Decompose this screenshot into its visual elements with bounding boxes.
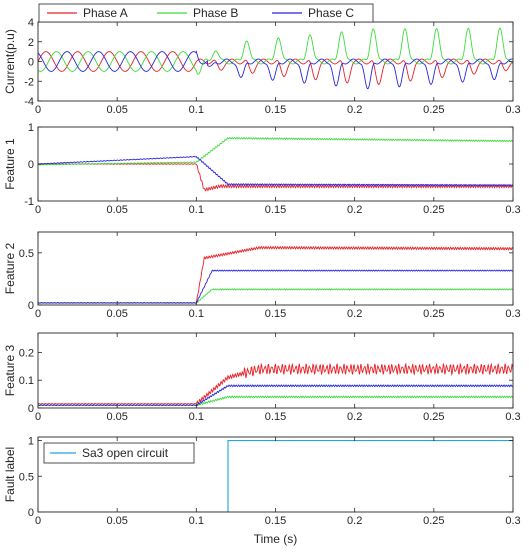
x-tick-label: 0 bbox=[35, 104, 41, 116]
x-tick-label: 0.25 bbox=[423, 515, 444, 527]
y-axis-label: Feature 1 bbox=[3, 138, 17, 190]
series-line-phase-a bbox=[38, 51, 513, 85]
y-axis-label: Feature 3 bbox=[3, 344, 17, 396]
x-tick-label: 0.2 bbox=[347, 515, 362, 527]
y-tick-label: 0 bbox=[28, 300, 34, 312]
y-tick-label: 0 bbox=[28, 403, 34, 415]
x-axis-label: Time (s) bbox=[254, 532, 298, 546]
y-tick-label: 1 bbox=[28, 436, 34, 448]
x-tick-label: 0.1 bbox=[189, 104, 204, 116]
x-tick-label: 0.25 bbox=[423, 308, 444, 320]
x-tick-label: 0.15 bbox=[265, 204, 286, 216]
legend-box bbox=[43, 442, 195, 464]
y-axis-label: Feature 2 bbox=[3, 242, 17, 294]
x-tick-label: 0.05 bbox=[106, 411, 127, 423]
y-tick-label: -2 bbox=[24, 76, 34, 88]
x-tick-label: 0.15 bbox=[265, 104, 286, 116]
x-tick-label: 0 bbox=[35, 411, 41, 423]
x-tick-label: 0.3 bbox=[505, 308, 520, 320]
x-tick-label: 0.25 bbox=[423, 204, 444, 216]
x-tick-label: 0 bbox=[35, 515, 41, 527]
x-tick-label: 0.15 bbox=[265, 411, 286, 423]
series-line-2-3 bbox=[38, 155, 513, 187]
y-tick-label: 0.5 bbox=[19, 471, 34, 483]
series-line-3-3 bbox=[38, 269, 513, 304]
x-tick-label: 0.2 bbox=[347, 204, 362, 216]
series-group bbox=[38, 27, 513, 90]
y-tick-label: 0 bbox=[28, 507, 34, 519]
series-line-4-3 bbox=[38, 384, 513, 406]
x-tick-label: 0.1 bbox=[189, 204, 204, 216]
series-group bbox=[38, 136, 513, 192]
x-tick-label: 0.1 bbox=[189, 308, 204, 320]
x-tick-label: 0.05 bbox=[106, 104, 127, 116]
legend-label: Sa3 open circuit bbox=[82, 446, 169, 460]
x-tick-label: 0.3 bbox=[505, 411, 520, 423]
legend-label: Phase A bbox=[83, 6, 128, 20]
x-tick-label: 0.25 bbox=[423, 411, 444, 423]
x-tick-label: 0.2 bbox=[347, 308, 362, 320]
x-tick-label: 0.05 bbox=[106, 204, 127, 216]
x-tick-label: 0 bbox=[35, 308, 41, 320]
series-line-phase-c bbox=[38, 50, 513, 90]
x-tick-label: 0.15 bbox=[265, 308, 286, 320]
series-line-2-2 bbox=[38, 136, 513, 166]
y-axis-label: Fault label bbox=[3, 447, 17, 502]
series-line-phase-b bbox=[38, 27, 513, 75]
y-tick-label: 0.5 bbox=[19, 248, 34, 260]
x-tick-label: 0.2 bbox=[347, 104, 362, 116]
x-tick-label: 0.1 bbox=[189, 515, 204, 527]
y-axis-label: Current(p.u) bbox=[3, 29, 17, 94]
legend-label: Phase C bbox=[308, 6, 354, 20]
series-group bbox=[38, 245, 513, 304]
x-tick-label: 0.15 bbox=[265, 515, 286, 527]
axes-frame bbox=[37, 231, 514, 306]
x-tick-label: 0 bbox=[35, 204, 41, 216]
x-tick-label: 0.05 bbox=[106, 308, 127, 320]
y-tick-label: 0.1 bbox=[19, 375, 34, 387]
series-line-sa3-open-circuit bbox=[38, 440, 513, 512]
series-group bbox=[38, 440, 513, 512]
x-tick-label: 0.25 bbox=[423, 104, 444, 116]
panel-5: 0 0.05 0.1 0.15 0.2 0.25 0.3 0 0.5 1 Fault label Sa… bbox=[3, 436, 521, 527]
y-tick-label: 0.2 bbox=[19, 347, 34, 359]
y-tick-label: 0 bbox=[28, 159, 34, 171]
y-tick-label: 0 bbox=[28, 57, 34, 69]
y-tick-label: -4 bbox=[24, 96, 34, 108]
x-tick-label: 0.3 bbox=[505, 104, 520, 116]
x-tick-label: 0.3 bbox=[505, 515, 520, 527]
panel-1: 0 0.05 0.1 0.15 0.2 0.25 0.3 -4 -2 0 2 4 Current(p.u… bbox=[3, 3, 521, 116]
y-tick-label: 4 bbox=[28, 17, 34, 29]
y-tick-label: -1 bbox=[24, 196, 34, 208]
legend-label: Phase B bbox=[193, 6, 238, 20]
series-line-3-1 bbox=[38, 245, 513, 304]
x-tick-label: 0.1 bbox=[189, 411, 204, 423]
y-tick-label: 2 bbox=[28, 37, 34, 49]
x-tick-label: 0.05 bbox=[106, 515, 127, 527]
legend: Sa3 open circuit bbox=[43, 442, 195, 464]
x-tick-label: 0.3 bbox=[505, 204, 520, 216]
y-tick-label: 1 bbox=[28, 122, 34, 134]
series-line-2-1 bbox=[38, 163, 513, 192]
legend: Phase A Phase B Phase C bbox=[38, 3, 374, 23]
series-group bbox=[38, 362, 513, 407]
x-tick-label: 0.2 bbox=[347, 411, 362, 423]
legend-box bbox=[38, 3, 374, 23]
